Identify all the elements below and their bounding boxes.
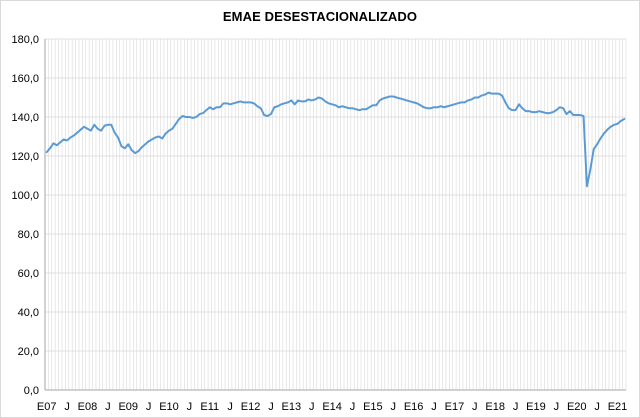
- y-tick-label: 140,0: [11, 112, 39, 124]
- axis-layer: [44, 39, 626, 391]
- x-tick-label: E07: [37, 401, 57, 413]
- y-axis-ticks: 0,0 20,0 40,0 60,0 80,0 100,0 120,0 140,0 160,0 1…: [11, 34, 39, 397]
- x-tick-label: E17: [445, 401, 465, 413]
- series-line: [45, 91, 626, 188]
- x-tick-label: E18: [485, 401, 505, 413]
- x-tick-label: J: [350, 401, 356, 413]
- x-tick-label: J: [513, 401, 519, 413]
- x-tick-label: J: [187, 401, 193, 413]
- x-tick-label: E19: [526, 401, 546, 413]
- x-tick-label: J: [554, 401, 560, 413]
- y-tick-label: 80,0: [18, 229, 39, 241]
- grid-layer: [45, 38, 627, 391]
- x-tick-label: E16: [404, 401, 424, 413]
- x-tick-label: E13: [282, 401, 302, 413]
- x-tick-label: J: [431, 401, 437, 413]
- y-tick-label: 40,0: [18, 307, 39, 319]
- x-tick-label: J: [146, 401, 152, 413]
- x-axis-ticks: E07 J E08 J E09 J E10 J E11 J E12 J E13 J E14 J E15 J E16 J…: [37, 401, 627, 413]
- x-tick-label: E12: [241, 401, 261, 413]
- x-tick-label: J: [64, 401, 70, 413]
- x-tick-label: J: [105, 401, 111, 413]
- y-tick-label: 20,0: [18, 346, 39, 358]
- x-tick-label: E11: [200, 401, 219, 413]
- x-tick-label: E08: [78, 401, 98, 413]
- y-tick-label: 160,0: [11, 73, 39, 85]
- x-tick-label: J: [227, 401, 233, 413]
- x-tick-label: E20: [567, 401, 587, 413]
- x-tick-label: E10: [159, 401, 179, 413]
- y-tick-label: 0,0: [24, 385, 39, 397]
- x-tick-label: E14: [322, 401, 342, 413]
- chart-title: EMAE DESESTACIONALIZADO: [222, 9, 418, 24]
- y-tick-label: 120,0: [11, 151, 39, 163]
- x-tick-label: J: [268, 401, 274, 413]
- y-tick-label: 100,0: [11, 190, 39, 202]
- x-tick-label: E09: [118, 401, 138, 413]
- x-tick-label: J: [309, 401, 315, 413]
- x-tick-label: J: [472, 401, 478, 413]
- x-tick-label: J: [594, 401, 600, 413]
- x-tick-label: E15: [363, 401, 383, 413]
- x-tick-label: E21: [608, 401, 628, 413]
- x-tick-label: J: [391, 401, 397, 413]
- y-tick-label: 60,0: [18, 268, 39, 280]
- y-tick-label: 180,0: [11, 34, 39, 46]
- series-layer: [45, 91, 626, 188]
